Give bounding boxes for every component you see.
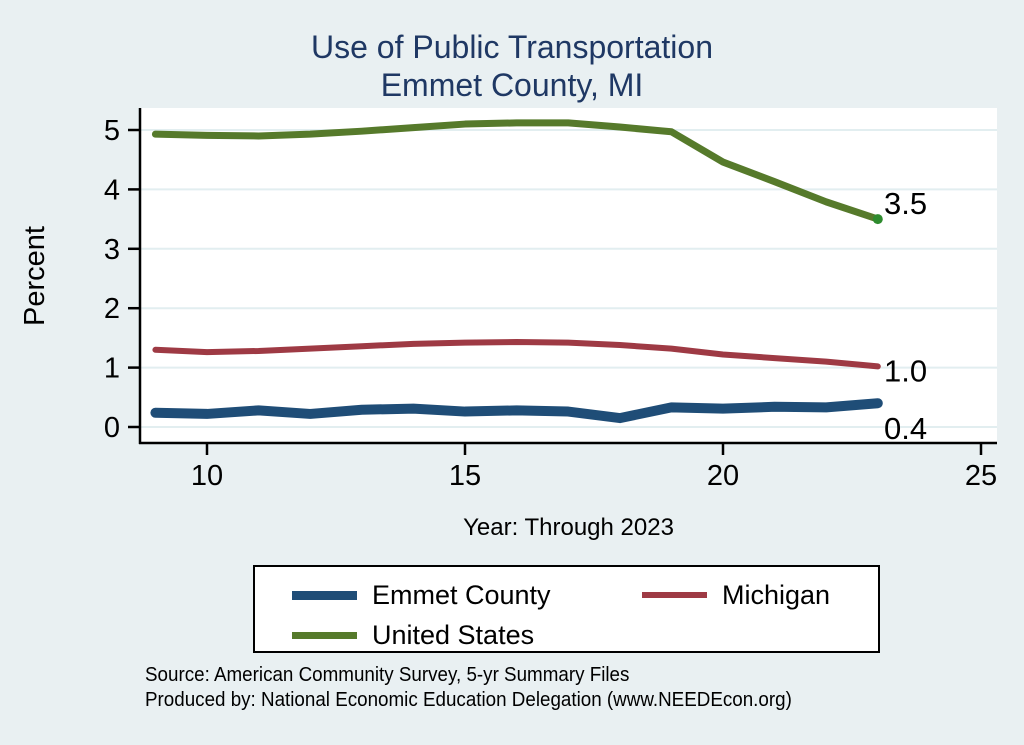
series-line-united-states (151, 119, 882, 223)
y-tick-label: 5 (104, 115, 120, 147)
end-value-label-united-states: 3.5 (884, 186, 927, 221)
end-value-label-michigan: 1.0 (884, 353, 927, 388)
y-tick-label: 2 (104, 293, 120, 325)
legend-box: Emmet County Michigan United States (253, 565, 880, 653)
producer-line: Produced by: National Economic Education… (145, 689, 792, 711)
y-tick-label: 0 (104, 412, 120, 444)
legend-label-united-states: United States (372, 620, 535, 650)
y-tick-label: 1 (104, 353, 120, 385)
source-line: Source: American Community Survey, 5-yr … (145, 664, 630, 686)
legend-label-michigan: Michigan (722, 580, 831, 610)
legend-label-emmet-county: Emmet County (372, 580, 551, 610)
plot-background (140, 108, 997, 443)
legend-swatch-united-states (292, 632, 357, 639)
x-tick-label: 15 (449, 460, 481, 492)
chart-title-block: Use of Public Transportation Emmet Count… (0, 28, 1024, 104)
source-block: Source: American Community Survey, 5-yr … (145, 663, 792, 713)
y-tick-label: 3 (104, 234, 120, 266)
x-axis-label: Year: Through 2023 (463, 514, 674, 541)
legend-swatch-emmet-county (292, 591, 357, 600)
y-tick-label: 4 (104, 174, 120, 206)
x-tick-label: 10 (191, 460, 223, 492)
series-end-marker-united-states (872, 214, 883, 225)
chart-title: Use of Public Transportation (311, 29, 713, 65)
legend-swatch-michigan (642, 592, 707, 598)
series-line-michigan (152, 339, 881, 370)
y-axis-label: Percent (19, 226, 51, 326)
series-line-emmet-county (150, 398, 883, 424)
x-tick-label: 25 (965, 460, 997, 492)
end-value-label-emmet-county: 0.4 (884, 411, 927, 446)
x-tick-label: 20 (707, 460, 739, 492)
chart-subtitle: Emmet County, MI (380, 67, 644, 103)
